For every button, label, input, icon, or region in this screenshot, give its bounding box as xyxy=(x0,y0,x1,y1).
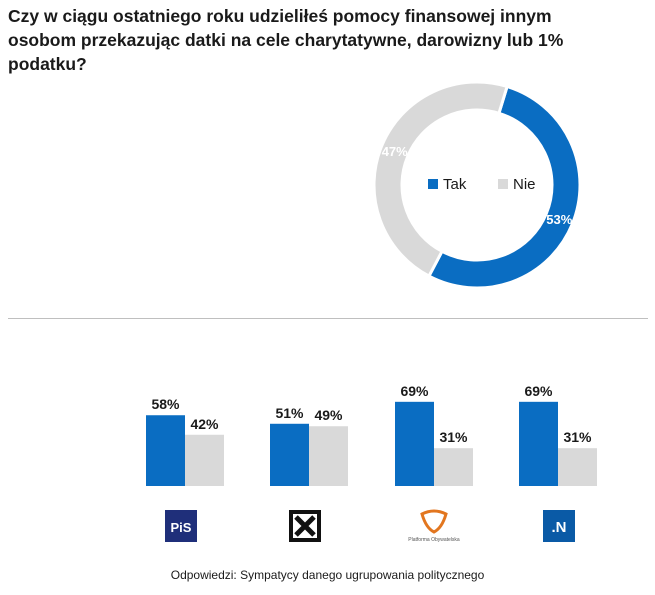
footnote: Odpowiedzi: Sympatycy danego ugrupowania… xyxy=(170,568,485,582)
bar-chart: 58% 42% 51% 49% 69% 31% 69% 31% PiS Platforma Oby… xyxy=(146,383,597,543)
donut-label-tak: 53% xyxy=(546,212,572,227)
chart-title: Czy w ciągu ostatniego roku udzieliłeś p… xyxy=(8,6,564,74)
bar-nie-3 xyxy=(558,448,597,486)
bar-label-nie-0: 42% xyxy=(190,416,219,432)
legend-label-nie: Nie xyxy=(513,176,536,193)
legend-label-tak: Tak xyxy=(443,176,467,193)
legend-swatch-tak xyxy=(428,179,438,189)
bar-nie-1 xyxy=(309,426,348,486)
bar-tak-2 xyxy=(395,401,434,486)
bar-label-nie-1: 49% xyxy=(314,407,343,423)
bar-nie-0 xyxy=(185,434,224,486)
bar-label-nie-2: 31% xyxy=(439,429,468,445)
bar-tak-1 xyxy=(270,423,309,486)
bar-tak-3 xyxy=(519,401,558,486)
n-logo-text: .N xyxy=(552,519,567,536)
divider xyxy=(8,318,648,319)
bar-tak-0 xyxy=(146,415,185,486)
donut-slice-tak xyxy=(426,84,582,290)
n-logo xyxy=(543,510,575,542)
po-logo-text: Platforma Obywatelska xyxy=(408,537,460,543)
bar-label-tak-2: 69% xyxy=(400,383,429,399)
kukiz-cross-icon xyxy=(294,515,316,537)
legend-swatch-nie xyxy=(498,179,508,189)
bar-label-tak-3: 69% xyxy=(524,383,553,399)
po-logo-mark xyxy=(420,509,448,534)
bar-label-nie-3: 31% xyxy=(563,429,592,445)
donut-label-nie: 47% xyxy=(382,144,408,159)
bar-nie-2 xyxy=(434,448,473,486)
donut-slice-nie xyxy=(372,80,509,279)
donut-chart: 53% 47% Tak Nie xyxy=(372,80,582,290)
pis-logo xyxy=(165,510,197,542)
bar-label-tak-1: 51% xyxy=(275,405,304,421)
bar-label-tak-0: 58% xyxy=(151,396,180,412)
pis-logo-text: PiS xyxy=(171,520,192,535)
